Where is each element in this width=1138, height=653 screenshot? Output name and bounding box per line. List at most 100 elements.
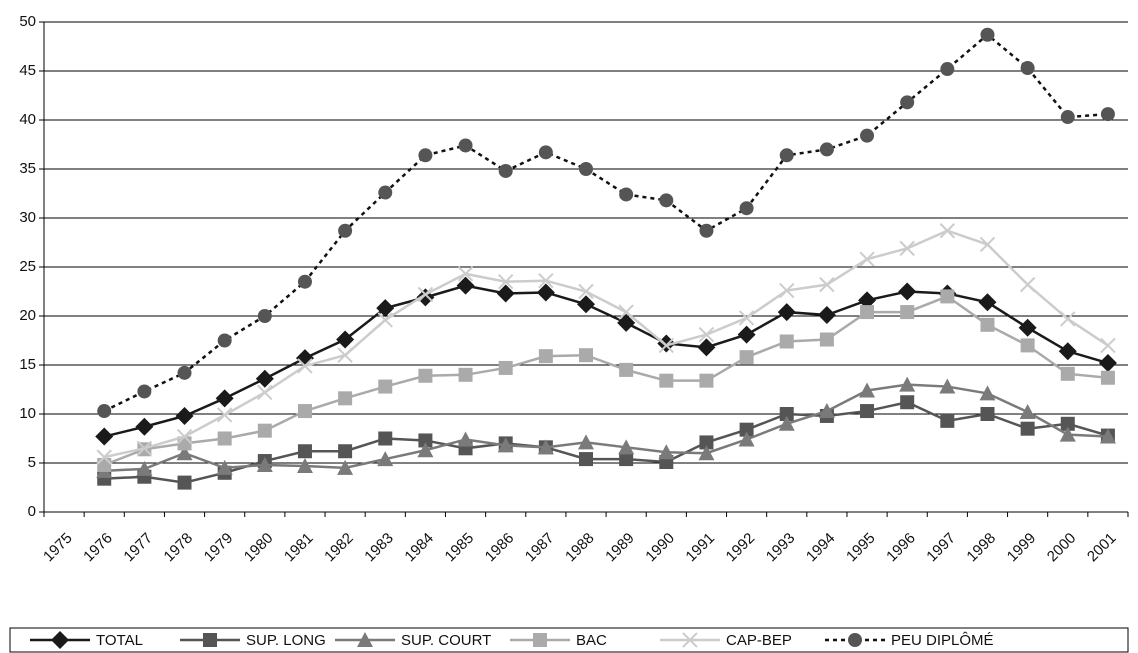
x-tick-label: 1978 <box>161 530 197 566</box>
marker <box>659 373 674 388</box>
legend-label: BAC <box>576 632 607 649</box>
marker <box>538 145 553 160</box>
x-tick-label: 1999 <box>1004 530 1040 566</box>
y-tick-label: 35 <box>19 160 36 177</box>
marker <box>579 348 593 363</box>
marker <box>378 379 393 394</box>
marker <box>738 310 755 326</box>
marker <box>377 312 393 328</box>
y-tick-label: 10 <box>19 405 36 422</box>
marker <box>1100 337 1116 354</box>
x-tick-label: 1977 <box>120 530 156 566</box>
marker <box>418 368 433 383</box>
marker <box>980 317 995 332</box>
marker <box>699 373 714 388</box>
marker <box>940 413 955 428</box>
marker <box>697 338 716 357</box>
marker <box>619 187 634 202</box>
marker <box>378 185 393 200</box>
marker <box>898 282 917 301</box>
marker <box>1060 366 1075 381</box>
marker <box>618 304 634 320</box>
marker <box>1059 426 1076 442</box>
marker <box>498 360 513 375</box>
marker <box>257 309 272 323</box>
marker <box>1060 311 1076 327</box>
marker <box>337 459 354 475</box>
x-tick-label: 1996 <box>883 530 919 566</box>
marker <box>939 223 956 239</box>
y-tick-label: 30 <box>19 209 36 226</box>
marker <box>940 62 955 77</box>
marker <box>1100 107 1115 122</box>
marker <box>296 457 313 473</box>
marker <box>257 384 273 401</box>
x-tick-label: 1990 <box>642 530 678 566</box>
marker <box>458 367 473 382</box>
marker <box>297 358 313 374</box>
marker <box>818 403 835 419</box>
marker <box>297 444 312 459</box>
marker <box>779 334 794 349</box>
marker <box>217 431 232 446</box>
x-tick-label: 1988 <box>562 530 598 566</box>
marker <box>900 95 915 110</box>
marker <box>619 362 634 377</box>
x-tick-label: 1989 <box>602 530 638 566</box>
x-tick-label: 1987 <box>522 530 558 566</box>
marker <box>817 306 836 325</box>
x-tick-label: 1997 <box>923 530 959 566</box>
marker <box>215 389 234 408</box>
marker <box>217 333 232 348</box>
marker <box>533 633 547 647</box>
marker <box>900 395 915 410</box>
marker <box>538 349 553 364</box>
marker <box>739 350 754 365</box>
x-tick-label: 1986 <box>482 530 518 566</box>
legend: TOTAL SUP. LONG SUP. COURT BAC CAP-BEP PEU DI… <box>9 627 1129 653</box>
y-tick-label: 0 <box>28 503 36 520</box>
y-tick-label: 45 <box>19 62 36 79</box>
marker <box>378 431 393 446</box>
marker <box>338 391 353 406</box>
marker <box>619 452 634 467</box>
marker <box>176 428 193 445</box>
marker <box>336 330 355 349</box>
marker <box>297 404 312 419</box>
marker <box>537 439 554 455</box>
marker <box>819 332 834 347</box>
marker <box>51 631 69 649</box>
x-tick-label: 2001 <box>1084 530 1120 566</box>
marker <box>860 404 875 419</box>
marker <box>498 163 513 178</box>
x-tick-label: 1993 <box>763 530 799 566</box>
marker <box>538 273 554 289</box>
marker <box>377 451 394 467</box>
marker <box>859 251 875 267</box>
marker <box>1098 354 1117 373</box>
marker <box>1058 342 1077 361</box>
x-tick-label: 1992 <box>723 530 759 566</box>
marker <box>659 193 674 208</box>
series-line <box>103 229 1109 459</box>
marker <box>96 449 112 465</box>
marker <box>203 633 217 647</box>
marker <box>979 385 996 401</box>
marker <box>1020 421 1035 436</box>
marker <box>939 378 956 394</box>
y-tick-label: 50 <box>19 13 36 30</box>
marker <box>177 475 192 490</box>
marker <box>376 299 395 318</box>
x-tick-label: 1995 <box>843 530 879 566</box>
marker <box>497 437 514 453</box>
marker <box>457 431 474 447</box>
marker <box>1018 318 1037 337</box>
marker <box>698 326 715 343</box>
marker <box>177 365 192 380</box>
marker <box>899 376 916 392</box>
marker <box>256 456 273 472</box>
marker <box>418 148 433 163</box>
x-tick-label: 1980 <box>241 530 277 566</box>
marker <box>136 440 153 457</box>
